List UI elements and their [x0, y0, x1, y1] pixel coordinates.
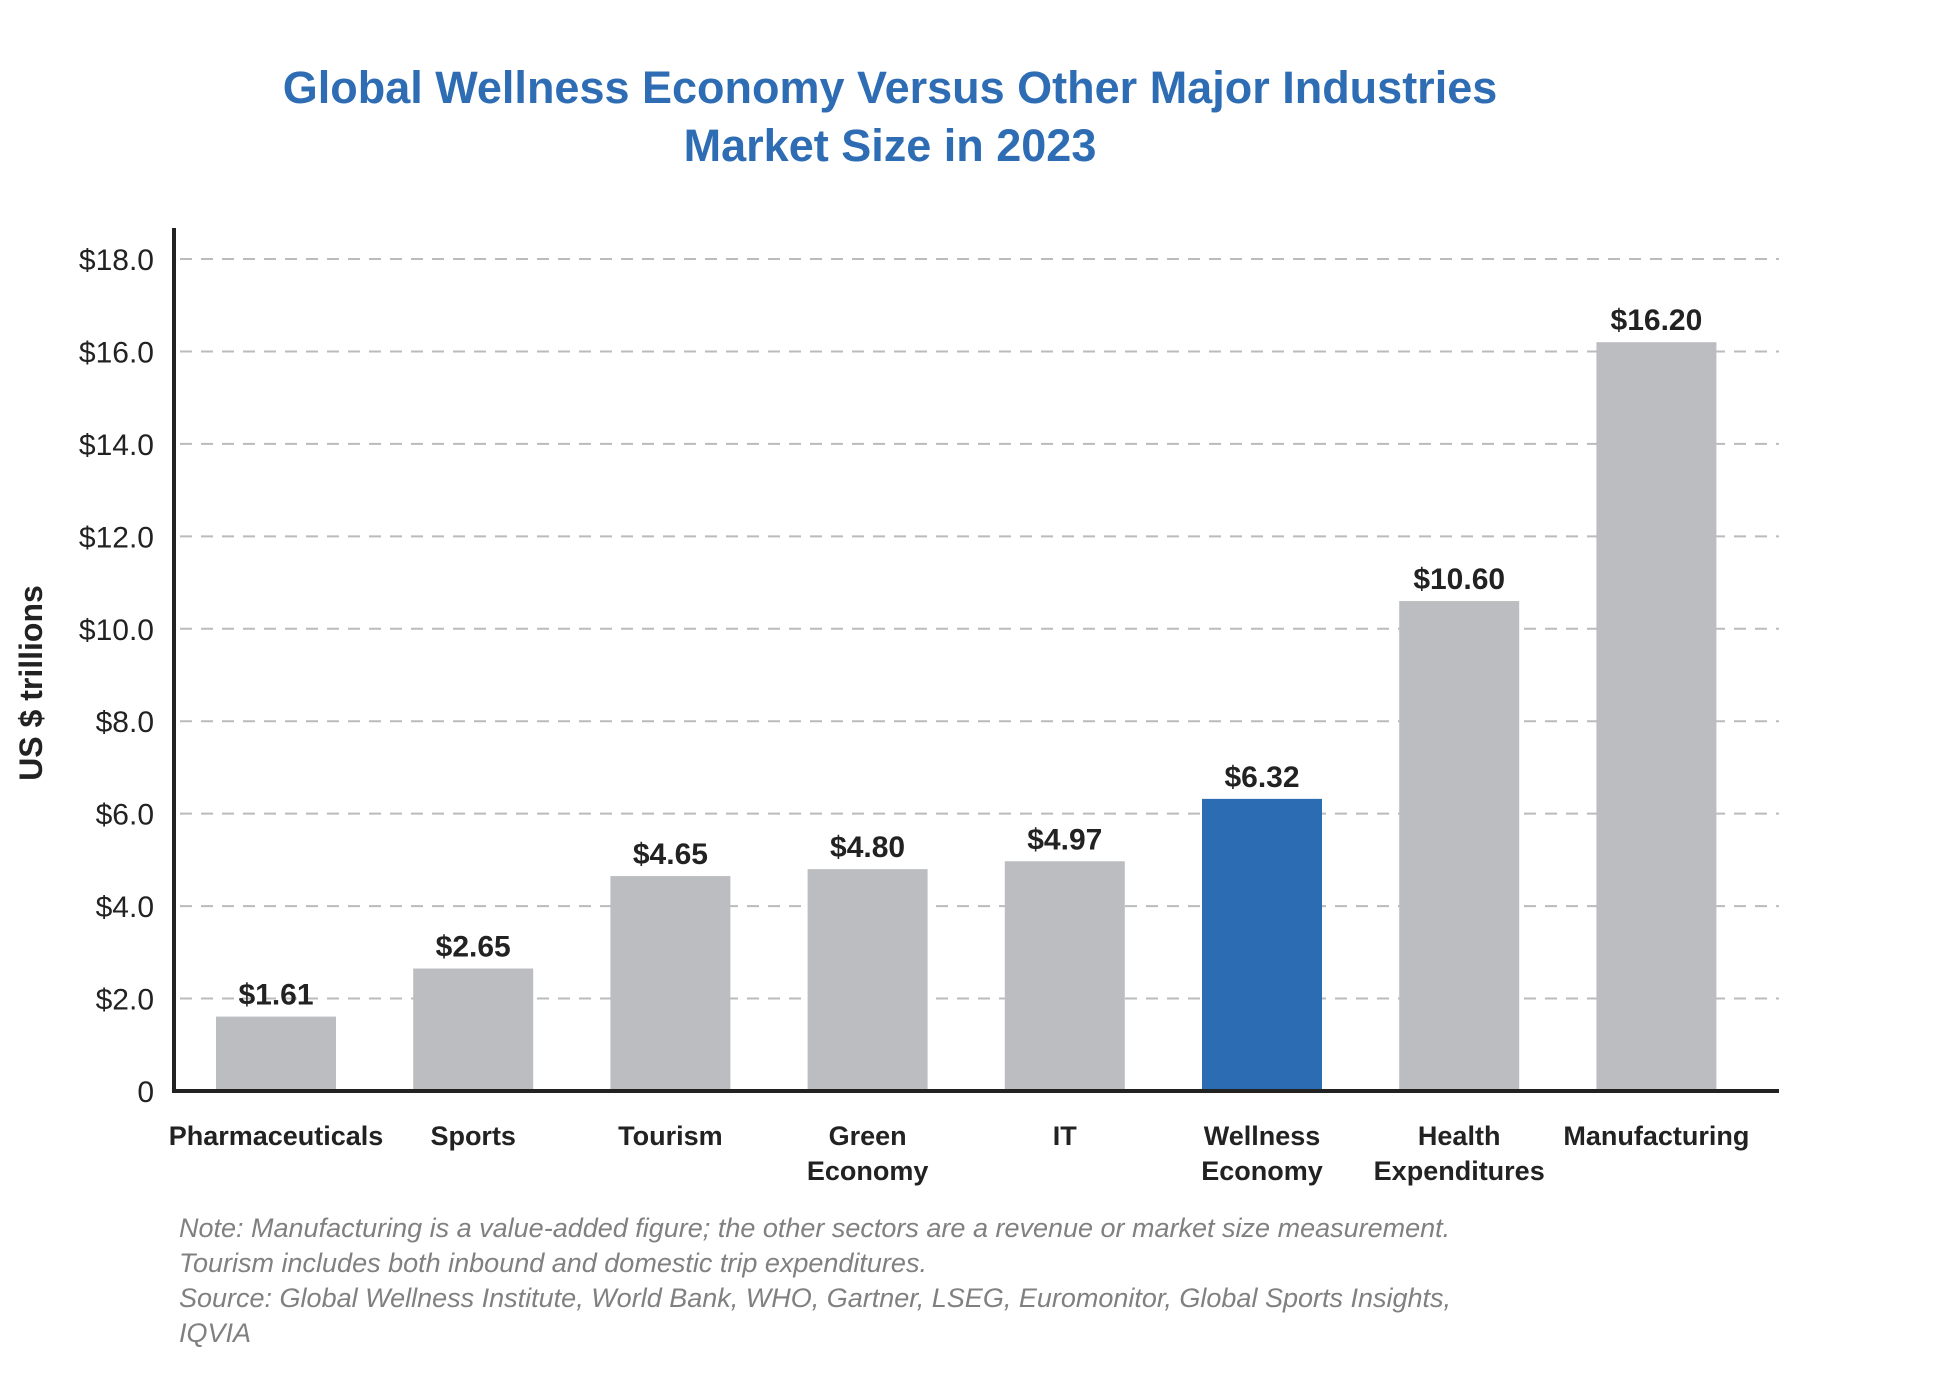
bar: [1399, 601, 1520, 1091]
data-label: $6.32: [1224, 761, 1299, 794]
data-label: $16.20: [1611, 304, 1703, 337]
data-label: $4.65: [633, 838, 708, 871]
x-tick-label: IT: [1053, 1121, 1078, 1151]
bar: [216, 1016, 336, 1091]
x-tick-label: Health: [1418, 1121, 1501, 1151]
data-label: $4.80: [830, 831, 905, 864]
bar-chart: 0 $2.0 $4.0 $6.0 $8.0 $10.0 $12.0 $14.0 $16.0 $18…: [13, 228, 1779, 1186]
source-line: Source: Global Wellness Institute, World…: [179, 1283, 1452, 1313]
y-tick-label: $8.0: [96, 706, 154, 739]
y-tick-label: $18.0: [79, 244, 154, 277]
data-label: $4.97: [1027, 823, 1102, 856]
bar: [807, 869, 928, 1091]
chart-title: Global Wellness Economy Versus Other Maj…: [282, 62, 1498, 113]
x-tick-label: Tourism: [618, 1121, 723, 1151]
y-tick-label: $2.0: [96, 984, 154, 1017]
bar: [1596, 342, 1717, 1091]
x-tick-label: Expenditures: [1374, 1156, 1545, 1186]
y-axis-label: US $ trillions: [13, 585, 49, 781]
note-line: Tourism includes both inbound and domest…: [179, 1248, 927, 1278]
chart-subtitle: Market Size in 2023: [683, 120, 1097, 171]
x-tick-label: Green: [829, 1121, 907, 1151]
source-line: IQVIA: [179, 1318, 252, 1348]
y-tick-label: $12.0: [79, 521, 154, 554]
bar: [413, 968, 534, 1091]
data-label: $1.61: [238, 979, 313, 1012]
y-tick-label: 0: [137, 1076, 154, 1109]
bar: [1202, 798, 1322, 1091]
y-tick-label: $16.0: [79, 336, 154, 369]
x-tick-label: Manufacturing: [1563, 1121, 1749, 1151]
x-tick-label: Pharmaceuticals: [169, 1121, 384, 1151]
y-tick-label: $4.0: [96, 891, 154, 924]
x-tick-label: Sports: [430, 1121, 516, 1151]
data-label: $10.60: [1413, 563, 1505, 596]
data-label: $2.65: [436, 931, 511, 964]
y-tick-label: $6.0: [96, 799, 154, 832]
bar: [610, 876, 731, 1091]
x-tick-label: Wellness: [1204, 1121, 1321, 1151]
x-tick-label: Economy: [1201, 1156, 1323, 1186]
bar: [1004, 861, 1125, 1091]
note-line: Note: Manufacturing is a value-added fig…: [179, 1213, 1451, 1243]
y-tick-label: $14.0: [79, 429, 154, 462]
x-tick-label: Economy: [807, 1156, 929, 1186]
y-tick-label: $10.0: [79, 614, 154, 647]
